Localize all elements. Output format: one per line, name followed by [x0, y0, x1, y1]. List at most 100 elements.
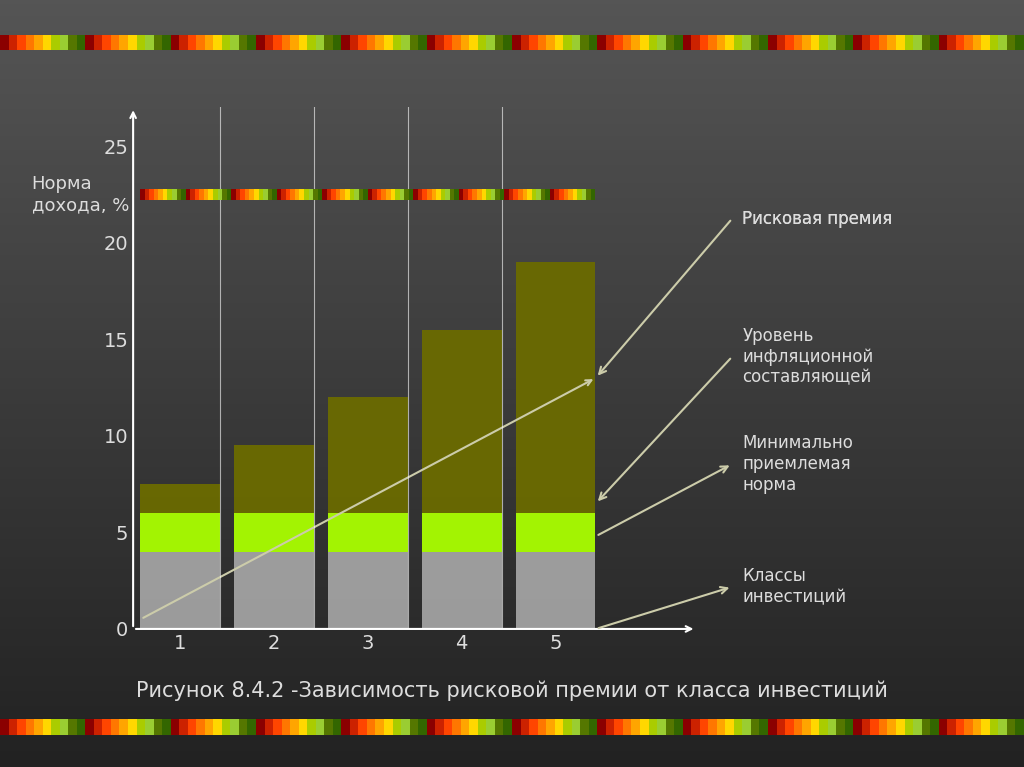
Bar	[328, 551, 408, 629]
Bar	[273, 719, 282, 735]
Bar	[317, 189, 323, 200]
Bar	[120, 719, 128, 735]
Bar	[435, 35, 443, 50]
Bar	[802, 719, 811, 735]
Bar	[568, 189, 572, 200]
Bar	[811, 719, 819, 735]
Bar	[435, 719, 443, 735]
Text: Норма
дохода, %: Норма дохода, %	[32, 175, 129, 214]
Bar	[332, 189, 336, 200]
Text: Рисковая премия: Рисковая премия	[742, 209, 893, 228]
Bar	[930, 719, 939, 735]
Bar	[990, 35, 998, 50]
Bar	[640, 719, 648, 735]
Bar	[947, 719, 955, 735]
Bar	[587, 189, 591, 200]
Bar	[323, 189, 327, 200]
Bar	[376, 35, 384, 50]
Bar	[529, 35, 538, 50]
Bar	[350, 719, 358, 735]
Bar	[222, 719, 230, 735]
Bar	[504, 35, 512, 50]
Bar	[299, 189, 304, 200]
Bar	[263, 189, 267, 200]
Bar	[423, 189, 427, 200]
Bar	[209, 189, 213, 200]
Bar	[315, 719, 325, 735]
Bar	[490, 189, 496, 200]
Bar	[59, 35, 69, 50]
Bar	[751, 35, 760, 50]
Bar	[154, 35, 162, 50]
Bar	[427, 719, 435, 735]
Bar	[922, 719, 930, 735]
Bar	[734, 719, 742, 735]
Bar	[390, 189, 395, 200]
Bar	[187, 719, 197, 735]
Bar	[410, 35, 418, 50]
Bar	[286, 189, 291, 200]
Bar	[648, 35, 657, 50]
Bar	[531, 189, 537, 200]
Bar	[853, 719, 862, 735]
Bar	[254, 189, 258, 200]
Bar	[0, 35, 8, 50]
Bar	[418, 35, 427, 50]
Bar	[563, 189, 568, 200]
Bar	[725, 719, 734, 735]
Bar	[43, 35, 51, 50]
Bar	[709, 35, 717, 50]
Bar	[304, 189, 308, 200]
Bar	[516, 262, 595, 513]
Bar	[159, 189, 163, 200]
Bar	[0, 719, 8, 735]
Bar	[17, 35, 26, 50]
Bar	[589, 35, 597, 50]
Bar	[464, 189, 468, 200]
Bar	[760, 719, 768, 735]
Bar	[691, 719, 699, 735]
Bar	[481, 189, 486, 200]
Bar	[597, 719, 606, 735]
Bar	[518, 189, 522, 200]
Bar	[591, 189, 595, 200]
Bar	[431, 189, 436, 200]
Bar	[179, 35, 187, 50]
Bar	[1007, 719, 1016, 735]
Bar	[150, 189, 154, 200]
Bar	[802, 35, 811, 50]
Bar	[128, 35, 136, 50]
Bar	[341, 35, 350, 50]
Text: Рисунок 8.4.2 -Зависимость рисковой премии от класса инвестиций: Рисунок 8.4.2 -Зависимость рисковой прем…	[136, 680, 888, 700]
Bar	[328, 513, 408, 551]
Bar	[358, 35, 367, 50]
Bar	[239, 35, 248, 50]
Bar	[913, 719, 922, 735]
Bar	[395, 189, 399, 200]
Bar	[563, 719, 571, 735]
Bar	[187, 35, 197, 50]
Bar	[819, 35, 827, 50]
Bar	[291, 189, 295, 200]
Bar	[717, 719, 725, 735]
Bar	[8, 719, 17, 735]
Bar	[666, 35, 674, 50]
Bar	[422, 551, 502, 629]
Bar	[472, 189, 477, 200]
Bar	[477, 189, 481, 200]
Bar	[358, 189, 364, 200]
Bar	[527, 189, 531, 200]
Bar	[450, 189, 455, 200]
Bar	[85, 719, 94, 735]
Bar	[77, 35, 85, 50]
Bar	[222, 189, 226, 200]
Bar	[327, 189, 332, 200]
Bar	[606, 719, 614, 735]
Bar	[581, 719, 589, 735]
Bar	[282, 35, 290, 50]
Bar	[811, 35, 819, 50]
Bar	[367, 719, 376, 735]
Bar	[128, 719, 136, 735]
Bar	[336, 189, 340, 200]
Bar	[468, 189, 472, 200]
